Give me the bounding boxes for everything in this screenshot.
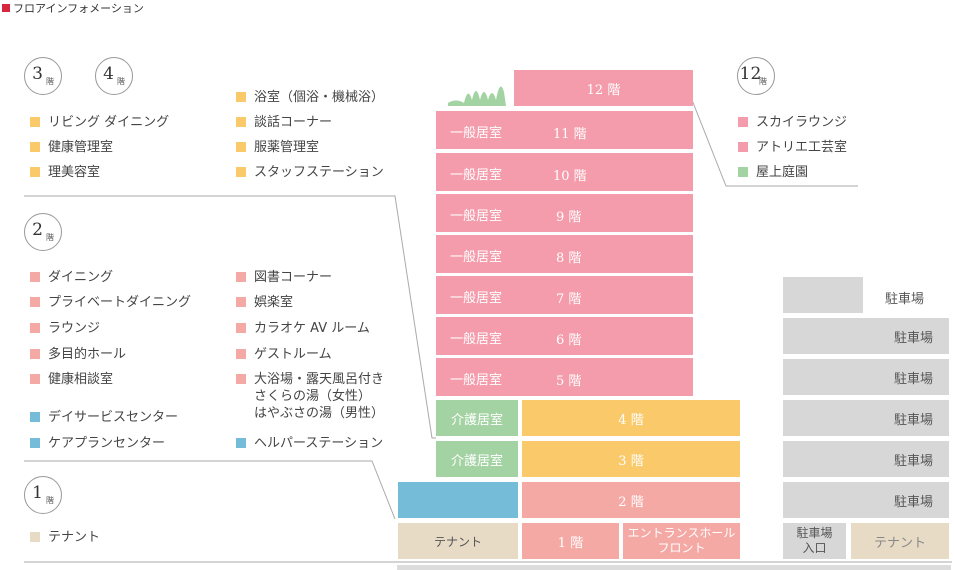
legend-item: デイサービスセンター	[30, 409, 178, 426]
legend-swatch	[236, 142, 246, 152]
legend-swatch	[30, 374, 40, 384]
legend-item: 浴室（個浴・機械浴）	[236, 89, 384, 106]
connector-line-3-4f	[24, 195, 436, 439]
legend-swatch	[30, 349, 40, 359]
floor-badge-12: 12 階	[737, 57, 775, 95]
legend-swatch	[30, 297, 40, 307]
rooftop-garden-icon	[448, 86, 506, 106]
connector-line-2f	[24, 460, 396, 520]
legend-item: 図書コーナー	[236, 269, 332, 286]
legend-item: 理美容室	[30, 164, 100, 181]
legend-item: 健康相談室	[30, 371, 113, 388]
legend-swatch	[236, 297, 246, 307]
parking-level-5: 駐車場	[783, 318, 949, 354]
parking-label: 駐車場	[885, 292, 925, 307]
floor-1: 1 階	[522, 523, 619, 559]
legend-item: ケアプランセンター	[30, 435, 165, 452]
floor-12: 12 階	[514, 70, 693, 106]
parking-level-2: 駐車場	[783, 441, 949, 477]
legend-item: スタッフステーション	[236, 164, 384, 181]
legend-item: 多目的ホール	[30, 346, 126, 363]
legend-swatch	[30, 532, 40, 542]
foundation	[397, 565, 951, 570]
page-title: フロアインフォメーション	[13, 2, 144, 15]
legend-swatch	[738, 167, 748, 177]
legend-item: スカイラウンジ	[738, 114, 847, 131]
legend-swatch	[30, 438, 40, 448]
legend-swatch	[30, 272, 40, 282]
legend-item: ダイニング	[30, 269, 113, 286]
floor-11: 一般居室 11 階	[436, 111, 693, 149]
legend-item: 娯楽室	[236, 294, 293, 311]
legend-swatch	[30, 142, 40, 152]
floor-2-service-area	[398, 482, 518, 518]
header-marker-icon	[2, 4, 10, 12]
floor-10: 一般居室 10 階	[436, 153, 693, 191]
floor-3-care-room: 介護居室	[436, 441, 518, 479]
connector-line-12f	[691, 99, 858, 187]
floor-4-care-room: 介護居室	[436, 400, 518, 438]
legend-swatch	[236, 349, 246, 359]
floor-3: 3 階	[522, 441, 740, 479]
legend-item: ゲストルーム	[236, 346, 332, 363]
legend-swatch	[30, 167, 40, 177]
legend-swatch	[236, 374, 246, 384]
floor-6: 一般居室 6 階	[436, 317, 693, 355]
legend-swatch	[236, 92, 246, 102]
parking-entrance: 駐車場 入口	[783, 523, 846, 559]
floor-1-tenant: テナント	[398, 523, 518, 559]
legend-item: 談話コーナー	[236, 114, 332, 131]
floor-8: 一般居室 8 階	[436, 235, 693, 273]
parking-level-4: 駐車場	[783, 359, 949, 395]
legend-swatch	[30, 323, 40, 333]
floor-5: 一般居室 5 階	[436, 358, 693, 396]
parking-level-6	[783, 277, 863, 313]
legend-item: テナント	[30, 529, 100, 546]
legend-swatch	[236, 167, 246, 177]
legend-swatch	[30, 412, 40, 422]
floor-4: 4 階	[522, 400, 740, 438]
legend-swatch	[738, 117, 748, 127]
legend-item: リビング ダイニング	[30, 114, 169, 131]
parking-level-1: 駐車場	[783, 482, 949, 518]
legend-item: 服薬管理室	[236, 139, 319, 156]
legend-item: ヘルパーステーション	[236, 435, 383, 452]
floor-7: 一般居室 7 階	[436, 276, 693, 314]
legend-item: ラウンジ	[30, 320, 100, 337]
parking-level-3: 駐車場	[783, 400, 949, 436]
legend-item: アトリエ工芸室	[738, 139, 847, 156]
page-header: フロアインフォメーション	[2, 0, 144, 16]
parking-tenant: テナント	[851, 523, 949, 559]
legend-item: プライベートダイニング	[30, 294, 191, 311]
legend-item: 屋上庭園	[738, 164, 808, 181]
legend-swatch	[738, 142, 748, 152]
legend-swatch	[236, 438, 246, 448]
legend-swatch	[236, 323, 246, 333]
legend-item: カラオケ AV ルーム	[236, 320, 370, 337]
legend-swatch	[30, 117, 40, 127]
legend-swatch	[236, 272, 246, 282]
entrance-hall-front: エントランスホール フロント	[623, 523, 740, 559]
floor-2: 2 階	[522, 482, 740, 518]
legend-swatch	[236, 117, 246, 127]
legend-item: 大浴場・露天風呂付き さくらの湯（女性） はやぶさの湯（男性）	[236, 371, 384, 422]
floor-9: 一般居室 9 階	[436, 194, 693, 232]
legend-item: 健康管理室	[30, 139, 113, 156]
